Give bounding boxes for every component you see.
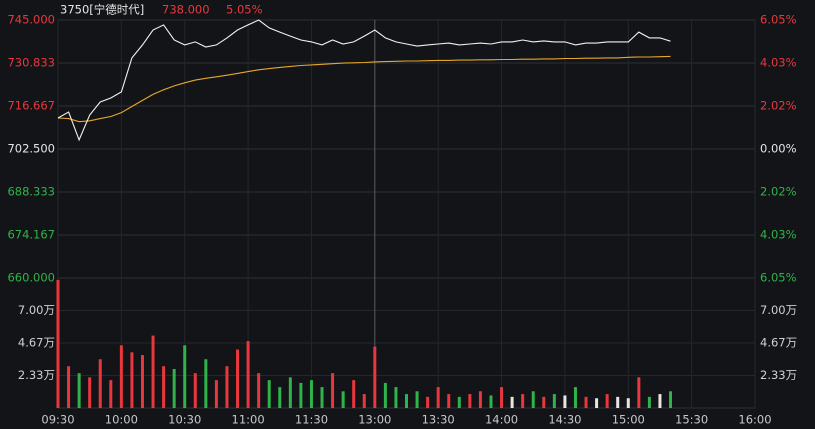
volume-bar: [88, 377, 92, 408]
volume-tick-label: 2.33万: [18, 368, 55, 382]
volume-bar: [267, 380, 271, 408]
volume-bar: [193, 373, 197, 408]
volume-tick-label-right: 4.67万: [760, 335, 797, 349]
volume-tick-label-right: 7.00万: [760, 303, 797, 317]
x-tick-label: 15:30: [675, 413, 708, 427]
x-tick-label: 14:00: [485, 413, 518, 427]
x-tick-label: 16:00: [738, 413, 771, 427]
y-tick-label: 674.167: [7, 227, 55, 241]
volume-bar: [172, 368, 176, 408]
volume-bar: [436, 387, 440, 408]
volume-bar: [542, 396, 546, 408]
volume-bar: [552, 394, 556, 408]
volume-bar: [626, 398, 630, 408]
x-tick-label: 15:00: [612, 413, 645, 427]
volume-bar: [352, 380, 356, 408]
volume-bar: [457, 396, 461, 408]
y-tick-label: 745.000: [7, 13, 55, 27]
volume-bar: [225, 366, 229, 408]
volume-bar: [56, 279, 60, 408]
volume-bar: [109, 380, 113, 408]
volume-bar: [521, 394, 525, 408]
volume-bar: [162, 366, 166, 408]
volume-bar: [151, 335, 155, 408]
x-tick-label: 11:00: [232, 413, 265, 427]
volume-bar: [257, 373, 261, 408]
volume-bar: [362, 394, 366, 408]
volume-bar: [489, 395, 493, 408]
volume-bar: [616, 396, 620, 408]
volume-bar: [320, 387, 324, 408]
y2-tick-label: 0.00%: [760, 142, 797, 156]
volume-bar: [426, 396, 430, 408]
volume-bar: [236, 349, 240, 408]
y2-tick-label: 6.05%: [760, 13, 797, 27]
volume-bar: [77, 373, 81, 408]
y2-tick-label: 2.02%: [760, 98, 797, 112]
volume-bar: [658, 394, 662, 408]
volume-bar: [140, 355, 144, 408]
volume-bar: [204, 359, 208, 408]
chart-title: 3750[宁德时代]: [60, 3, 144, 17]
volume-bar: [309, 380, 313, 408]
volume-tick-label-right: 2.33万: [760, 368, 797, 382]
y-tick-label: 702.500: [7, 142, 55, 156]
x-tick-label: 09:30: [41, 413, 74, 427]
volume-bar: [510, 396, 514, 408]
volume-bar: [447, 394, 451, 408]
volume-bar: [500, 387, 504, 408]
volume-bar: [468, 394, 472, 408]
y-tick-label: 660.000: [7, 271, 55, 285]
y-tick-label: 716.667: [7, 98, 55, 112]
y-tick-label: 688.333: [7, 185, 55, 199]
volume-bar: [531, 391, 535, 408]
volume-bar: [67, 366, 71, 408]
price-text: 738.000: [162, 3, 210, 17]
volume-bar: [563, 395, 567, 408]
volume-bar: [214, 380, 218, 408]
volume-bar: [299, 382, 303, 408]
volume-bar: [183, 345, 187, 408]
volume-bar: [130, 352, 134, 408]
y2-tick-label: 2.02%: [760, 185, 797, 199]
x-tick-label: 14:30: [548, 413, 581, 427]
average-line: [57, 55, 671, 123]
volume-bar: [478, 391, 482, 408]
volume-bar: [246, 341, 250, 408]
x-tick-label: 13:00: [358, 413, 391, 427]
volume-bar: [373, 346, 377, 408]
volume-bar: [119, 345, 123, 408]
volume-bar: [584, 396, 588, 408]
volume-tick-label: 4.67万: [18, 335, 55, 349]
volume-bar: [605, 394, 609, 408]
volume-bar: [288, 377, 292, 408]
volume-bar: [637, 377, 641, 408]
volume-bar: [341, 391, 345, 408]
volume-bar: [331, 373, 335, 408]
volume-bar: [573, 387, 577, 408]
x-tick-label: 10:30: [168, 413, 201, 427]
volume-bar: [394, 387, 398, 408]
volume-bar: [383, 382, 387, 408]
y-tick-label: 730.833: [7, 56, 55, 70]
y2-tick-label: 4.03%: [760, 227, 797, 241]
volume-bar: [405, 394, 408, 408]
volume-bar: [669, 391, 673, 408]
volume-bar: [278, 387, 282, 408]
volume-bar: [415, 391, 419, 408]
x-tick-label: 10:00: [105, 413, 138, 427]
price-line: [57, 19, 671, 142]
x-tick-label: 13:30: [422, 413, 455, 427]
y2-tick-label: 6.05%: [760, 271, 797, 285]
x-tick-label: 11:30: [295, 413, 328, 427]
volume-tick-label: 7.00万: [18, 303, 55, 317]
volume-bar: [647, 396, 651, 408]
volume-bar: [98, 359, 102, 408]
y2-tick-label: 4.03%: [760, 56, 797, 70]
change-text: 5.05%: [226, 3, 263, 17]
volume-bar: [595, 398, 599, 408]
